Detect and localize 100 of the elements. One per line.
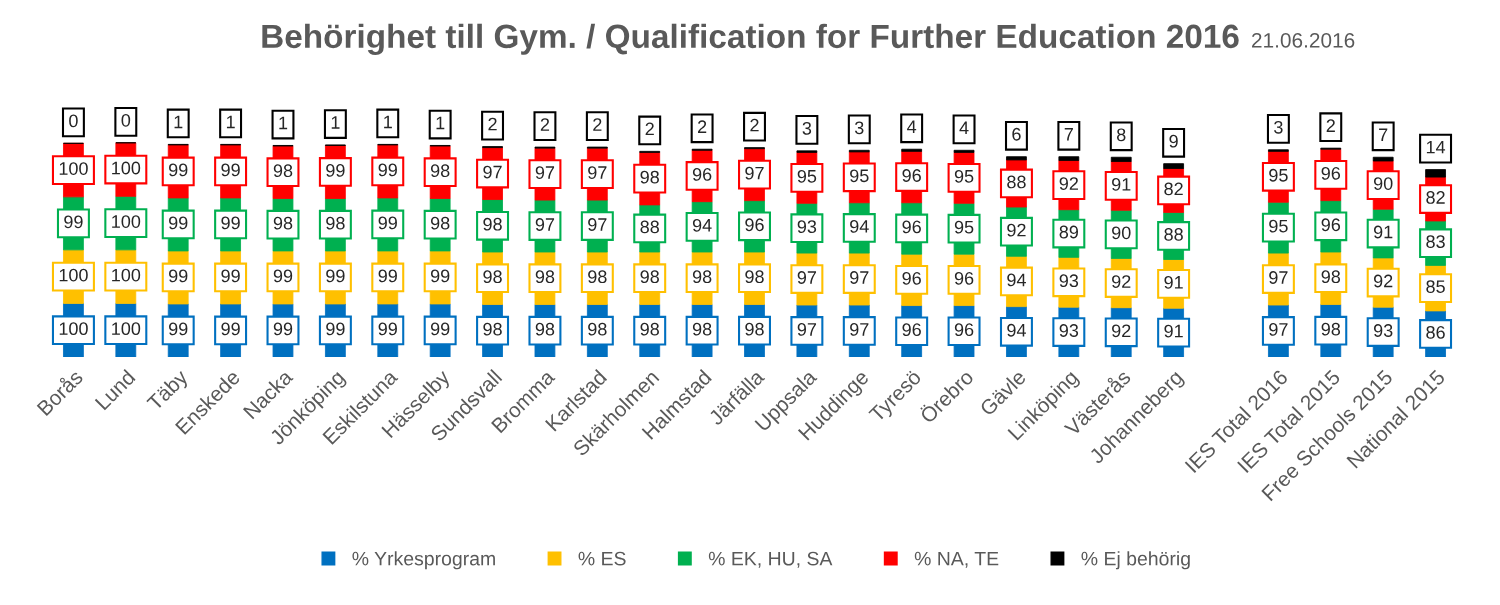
bar (1372, 156, 1394, 162)
data-label: 1 (436, 116, 445, 130)
data-label: 97 (797, 323, 817, 336)
data-label: 100 (112, 161, 141, 175)
data-label: 96 (745, 218, 764, 232)
data-label: 99 (273, 322, 293, 336)
data-label: 1 (279, 116, 288, 130)
data-label: 6 (1012, 127, 1021, 141)
data-label: 1 (226, 115, 235, 129)
data-label: 86 (1426, 325, 1445, 339)
bar (1110, 156, 1132, 162)
bar (1425, 169, 1446, 178)
data-label: 100 (112, 215, 141, 228)
bar (1006, 156, 1027, 161)
data-label: 98 (588, 322, 607, 336)
data-label: 90 (1112, 226, 1131, 240)
data-label: 88 (1007, 175, 1026, 189)
data-label: 96 (954, 323, 974, 337)
data-label: 8 (1116, 128, 1126, 142)
data-label: 100 (59, 162, 88, 175)
data-label: 93 (797, 220, 817, 234)
data-label: 2 (540, 118, 550, 131)
data-label: 98 (640, 322, 659, 336)
bar (1058, 156, 1080, 161)
data-label: 97 (535, 218, 555, 231)
data-label: 98 (430, 164, 450, 178)
data-label: 99 (378, 269, 397, 283)
data-label: 0 (69, 114, 78, 128)
data-label: 99 (378, 163, 397, 177)
legend-label: % EK, HU, SA (708, 551, 833, 568)
data-label: 3 (1274, 120, 1283, 134)
legend-label: % Yrkesprogram (352, 551, 495, 570)
data-label: 94 (1007, 273, 1026, 287)
data-label: 98 (745, 270, 764, 284)
data-label: 99 (64, 215, 83, 229)
data-label: 99 (430, 322, 450, 336)
data-label: 7 (1379, 128, 1388, 141)
data-label: 4 (959, 121, 969, 135)
data-label: 95 (954, 169, 974, 183)
data-label: 99 (326, 164, 345, 177)
data-label: 100 (59, 322, 88, 336)
data-label: 98 (483, 270, 502, 284)
data-label: 1 (331, 116, 340, 129)
data-label: 14 (1426, 140, 1446, 154)
data-label: 98 (483, 217, 502, 231)
data-label: 99 (169, 163, 188, 177)
data-label: 99 (273, 269, 293, 283)
data-label: 99 (221, 216, 240, 230)
data-label: 97 (588, 218, 607, 231)
data-label: 92 (1373, 274, 1393, 288)
data-label: 99 (221, 322, 240, 336)
data-label: 3 (854, 121, 864, 135)
data-label: 93 (1373, 324, 1393, 337)
data-label: 98 (430, 216, 450, 230)
data-label: 92 (1112, 275, 1131, 288)
data-label: 2 (750, 118, 759, 132)
data-label: 96 (902, 220, 921, 234)
data-label: 99 (378, 216, 397, 230)
data-label: 98 (1321, 322, 1341, 336)
data-label: 99 (326, 269, 345, 283)
data-label: 1 (174, 115, 183, 129)
data-label: 0 (121, 113, 131, 127)
data-label: 92 (1112, 324, 1131, 338)
data-label: 96 (1321, 166, 1341, 180)
data-label: 94 (850, 219, 869, 233)
bar (953, 149, 975, 153)
data-label: 2 (488, 117, 497, 131)
data-label: 83 (1426, 235, 1445, 249)
data-label: 1 (384, 115, 392, 129)
data-label: 96 (902, 271, 921, 285)
data-label: 97 (1269, 323, 1288, 336)
data-label: 98 (535, 322, 555, 336)
legend-label: % Ej behörig (1081, 551, 1190, 570)
data-label: 96 (902, 169, 921, 182)
data-label: 97 (588, 166, 607, 179)
data-label: 98 (273, 164, 293, 178)
data-label: 95 (1269, 168, 1288, 182)
data-label: 88 (1164, 228, 1183, 241)
data-label: 3 (802, 121, 812, 135)
data-label: 82 (1164, 182, 1183, 196)
data-label: 91 (1164, 324, 1183, 338)
data-label: 99 (169, 216, 188, 230)
data-label: 100 (112, 268, 141, 282)
data-label: 98 (483, 322, 502, 336)
data-label: 100 (112, 322, 141, 336)
data-label: 98 (1321, 270, 1341, 284)
legend-label: % ES (578, 551, 626, 566)
data-label: 88 (640, 220, 659, 234)
data-label: 98 (640, 270, 659, 284)
data-label: 89 (1059, 225, 1079, 239)
data-label: 96 (1321, 218, 1341, 232)
data-label: 96 (692, 168, 712, 181)
chart-subtitle: 21.06.2016 (1252, 32, 1355, 48)
data-label: 2 (593, 118, 602, 131)
data-label: 98 (745, 322, 764, 336)
data-label: 85 (1426, 280, 1445, 293)
data-label: 91 (1373, 225, 1393, 239)
legend-label: % NA, TE (914, 551, 999, 568)
data-label: 100 (59, 268, 88, 282)
data-label: 96 (954, 271, 974, 285)
